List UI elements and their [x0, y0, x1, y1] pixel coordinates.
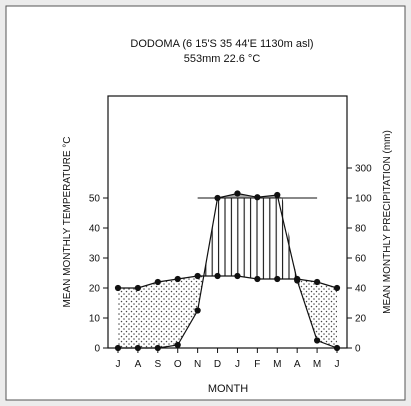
- tick-layer: 0 10 20 30 40 50 0 20 40 60 80 100 300 J A S O N D J F M A M J: [89, 164, 372, 371]
- precipitation-point: [274, 191, 281, 199]
- month-label: A: [294, 359, 301, 370]
- precipitation-point: [214, 194, 221, 202]
- left-axis-tick-label: 40: [89, 224, 101, 235]
- temperature-point: [214, 272, 221, 280]
- left-axis-tick-label: 20: [89, 284, 101, 295]
- precipitation-point: [174, 341, 181, 349]
- chart-title: DODOMA (6 15'S 35 44'E 1130m asl): [130, 38, 313, 50]
- right-axis-tick-label: 20: [355, 314, 367, 325]
- humid-season-area: [204, 198, 297, 279]
- precipitation-line: [118, 192, 338, 349]
- temperature-line: [118, 275, 338, 289]
- temperature-point: [154, 278, 161, 286]
- left-axis-tick-label: 0: [94, 344, 100, 355]
- x-axis-label: MONTH: [208, 383, 248, 395]
- precipitation-point: [114, 344, 122, 352]
- temperature-point: [174, 275, 181, 283]
- y-axis-label-left: MEAN MONTHLY TEMPERATURE °C: [62, 136, 73, 307]
- precipitation-point: [154, 344, 161, 352]
- temperature-point: [194, 272, 201, 280]
- temperature-point: [114, 284, 122, 292]
- precipitation-point: [254, 194, 261, 201]
- left-axis-tick-label: 10: [89, 314, 101, 325]
- month-label: F: [254, 359, 260, 370]
- right-axis-tick-label: 40: [355, 284, 367, 295]
- series-layer: [114, 190, 341, 352]
- month-label: D: [214, 359, 221, 370]
- y-axis-label-right: MEAN MONTHLY PRECIPITATION (mm): [382, 130, 393, 314]
- precipitation-point: [234, 190, 241, 197]
- temperature-point: [234, 272, 241, 280]
- month-label: J: [235, 359, 240, 370]
- month-label: S: [154, 359, 161, 370]
- left-axis-tick-label: 30: [89, 254, 101, 265]
- figure-panel: [5, 5, 406, 401]
- right-axis-tick-label: 80: [355, 224, 367, 235]
- temperature-point: [254, 275, 261, 283]
- month-label: M: [313, 359, 321, 370]
- right-axis-tick-label: 60: [355, 254, 367, 265]
- month-label: M: [273, 359, 281, 370]
- month-label: O: [174, 359, 182, 370]
- month-label: A: [135, 359, 142, 370]
- fill-layer: [118, 193, 337, 348]
- precipitation-point: [194, 307, 201, 314]
- dry-season-area: [297, 279, 337, 348]
- precipitation-point: [313, 337, 321, 344]
- temperature-point: [274, 275, 281, 283]
- precipitation-point: [294, 277, 301, 284]
- temperature-point: [313, 278, 321, 286]
- left-axis-tick-label: 50: [89, 194, 101, 205]
- plot-area: [107, 95, 348, 349]
- precipitation-point: [333, 344, 341, 352]
- temperature-point: [333, 284, 341, 292]
- month-label: J: [335, 359, 340, 370]
- temperature-point: [134, 284, 142, 292]
- right-axis-tick-label: 300: [355, 164, 372, 175]
- precipitation-point: [134, 344, 142, 352]
- chart-subtitle: 553mm 22.6 °C: [184, 53, 261, 65]
- right-axis-tick-label: 0: [355, 344, 361, 355]
- month-label: J: [116, 359, 121, 370]
- right-axis-tick-label: 100: [355, 194, 372, 205]
- dry-season-area: [118, 276, 204, 348]
- month-label: N: [194, 359, 201, 370]
